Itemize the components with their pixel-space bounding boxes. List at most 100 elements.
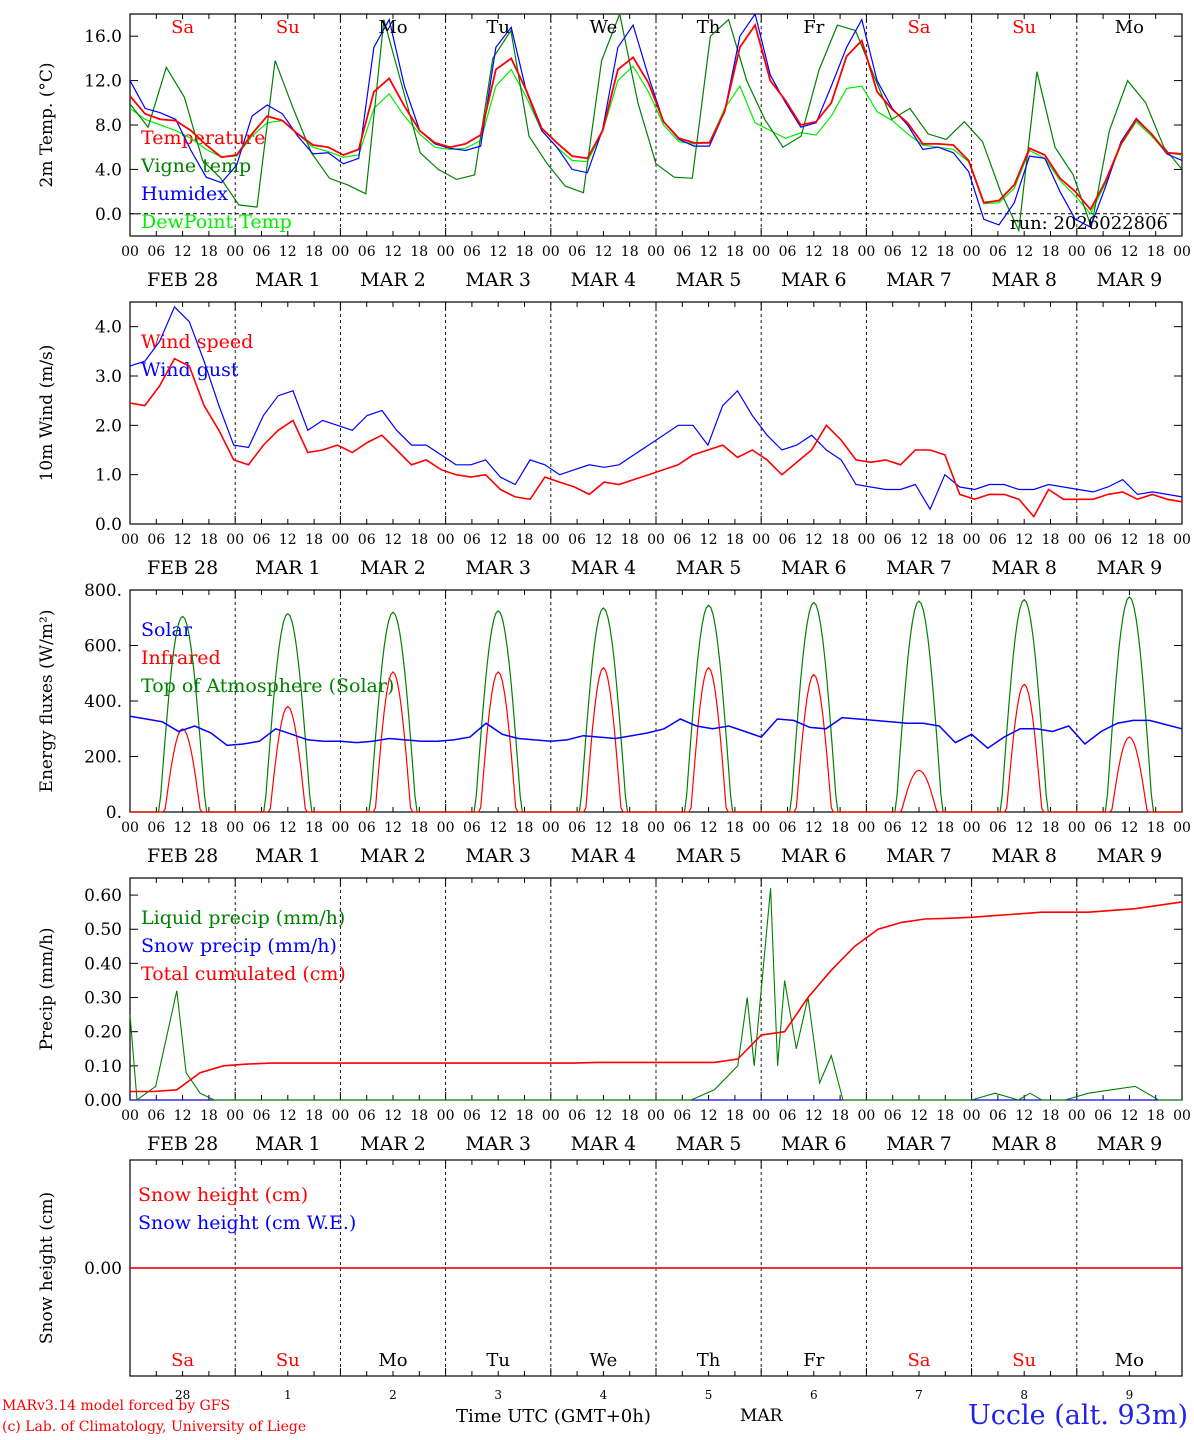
date-label: MAR 9 (1097, 269, 1163, 291)
hour-tick-label: 12 (594, 1108, 612, 1124)
hour-tick-label: 12 (384, 820, 402, 836)
hour-tick-label: 12 (1120, 244, 1138, 260)
temp-legend-1: Temperature (141, 127, 265, 149)
energy-legend-3: Top of Atmosphere (Solar) (141, 675, 394, 697)
hour-tick-label: 00 (331, 820, 349, 836)
wind-y-tick-label: 0.0 (95, 515, 122, 535)
snow-legend-1: Snow height (cm) (138, 1184, 308, 1206)
wind-y-tick-label: 1.0 (95, 466, 122, 486)
hour-tick-label: 18 (1147, 820, 1165, 836)
hour-tick-label: 00 (963, 820, 981, 836)
hour-tick-label: 06 (989, 532, 1007, 548)
day-name-bottom: Mo (378, 1350, 407, 1371)
hour-tick-label: 06 (147, 244, 165, 260)
temp-y-tick-label: 0.0 (95, 205, 122, 225)
date-label: MAR 1 (255, 269, 321, 291)
hour-tick-label: 18 (726, 532, 744, 548)
hour-tick-label: 12 (1120, 820, 1138, 836)
hour-tick-label: 12 (594, 532, 612, 548)
model-credit: MARv3.14 model forced by GFS (2, 1398, 231, 1414)
date-label: MAR 8 (991, 845, 1057, 867)
hour-tick-label: 12 (1120, 1108, 1138, 1124)
temp-legend-4: DewPoint Temp (141, 211, 292, 233)
hour-tick-label: 18 (200, 244, 218, 260)
date-label: MAR 9 (1097, 557, 1163, 579)
hour-tick-label: 06 (1094, 532, 1112, 548)
hour-tick-label: 18 (410, 1108, 428, 1124)
hour-tick-label: 18 (621, 820, 639, 836)
hour-tick-label: 06 (779, 1108, 797, 1124)
hour-tick-label: 06 (463, 820, 481, 836)
hour-tick-label: 12 (910, 244, 928, 260)
precip-y-tick-label: 0.00 (84, 1091, 122, 1111)
hour-tick-label: 06 (358, 1108, 376, 1124)
hour-tick-label: 18 (831, 820, 849, 836)
hour-tick-label: 06 (884, 820, 902, 836)
hour-tick-label: 00 (437, 532, 455, 548)
hour-tick-label: 18 (200, 1108, 218, 1124)
temp-y-tick-label: 4.0 (95, 160, 122, 180)
date-label: MAR 5 (676, 269, 742, 291)
day-number: 3 (494, 1388, 502, 1402)
date-label: MAR 1 (255, 1133, 321, 1155)
hour-tick-label: 00 (1173, 1108, 1191, 1124)
day-name-top: Tu (486, 17, 510, 38)
day-name-bottom: Sa (171, 1350, 194, 1371)
hour-tick-label: 06 (673, 1108, 691, 1124)
date-label: MAR 3 (465, 1133, 531, 1155)
vigne-temp-line (130, 14, 1182, 233)
date-label: MAR 4 (571, 269, 637, 291)
hour-tick-label: 18 (516, 244, 534, 260)
day-number: 8 (1020, 1388, 1028, 1402)
day-name-bottom: Fr (803, 1350, 824, 1371)
energy-y-tick-label: 200. (84, 748, 122, 768)
temp-y-tick-label: 16.0 (84, 27, 122, 47)
hour-tick-label: 06 (779, 820, 797, 836)
day-name-top: Sa (907, 17, 930, 38)
solar-line (130, 666, 1182, 813)
day-name-top: Fr (803, 17, 824, 38)
hour-tick-label: 00 (647, 1108, 665, 1124)
hour-tick-label: 06 (568, 1108, 586, 1124)
energy-y-tick-label: 600. (84, 637, 122, 657)
hour-tick-label: 18 (831, 532, 849, 548)
hour-tick-label: 06 (884, 1108, 902, 1124)
day-name-top: We (590, 17, 618, 38)
hour-tick-label: 12 (174, 1108, 192, 1124)
day-number: 28 (175, 1388, 190, 1402)
hour-tick-label: 00 (752, 1108, 770, 1124)
precip-y-tick-label: 0.60 (84, 886, 122, 906)
liquid-precip-line (129, 888, 1182, 1102)
hour-tick-label: 12 (700, 244, 718, 260)
hour-tick-label: 12 (910, 1108, 928, 1124)
wind-y-tick-label: 4.0 (95, 318, 122, 338)
hour-tick-label: 18 (936, 1108, 954, 1124)
hour-tick-label: 06 (147, 820, 165, 836)
date-label: MAR 7 (886, 557, 952, 579)
energy-y-tick-label: 0. (106, 803, 122, 823)
infrared-line (129, 715, 1183, 750)
wind-y-tick-label: 3.0 (95, 367, 122, 387)
hour-tick-label: 18 (1042, 820, 1060, 836)
temp-y-axis-label: 2m Temp. (°C) (37, 62, 57, 187)
hour-tick-label: 12 (279, 532, 297, 548)
hour-tick-label: 18 (200, 820, 218, 836)
day-number: 9 (1126, 1388, 1134, 1402)
hour-tick-label: 00 (1173, 820, 1191, 836)
hour-tick-label: 18 (1042, 532, 1060, 548)
date-label: MAR 6 (781, 557, 847, 579)
hour-tick-label: 00 (647, 244, 665, 260)
date-label: MAR 2 (360, 269, 426, 291)
hour-tick-label: 00 (121, 820, 139, 836)
hour-tick-label: 18 (726, 244, 744, 260)
hour-tick-label: 18 (305, 532, 323, 548)
month-label: MAR (740, 1406, 783, 1426)
hour-tick-label: 06 (358, 820, 376, 836)
hour-tick-label: 12 (174, 532, 192, 548)
hour-tick-label: 12 (1015, 532, 1033, 548)
hour-tick-label: 06 (779, 244, 797, 260)
hour-tick-label: 12 (594, 244, 612, 260)
hour-tick-label: 12 (700, 532, 718, 548)
hour-tick-label: 00 (437, 244, 455, 260)
hour-tick-label: 06 (673, 532, 691, 548)
